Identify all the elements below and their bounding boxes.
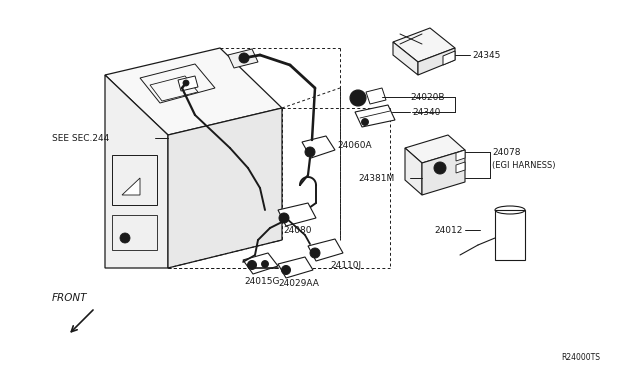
Polygon shape	[140, 64, 215, 103]
Text: 24012: 24012	[435, 225, 463, 234]
Text: SEE SEC.244: SEE SEC.244	[52, 134, 109, 142]
Circle shape	[305, 147, 315, 157]
Circle shape	[239, 53, 249, 63]
Text: (EGI HARNESS): (EGI HARNESS)	[492, 160, 556, 170]
Polygon shape	[366, 88, 386, 104]
Polygon shape	[355, 105, 395, 127]
Polygon shape	[112, 155, 157, 205]
Circle shape	[241, 55, 246, 61]
Polygon shape	[278, 257, 313, 278]
Polygon shape	[278, 203, 316, 226]
Circle shape	[310, 248, 320, 258]
Polygon shape	[302, 136, 335, 158]
Circle shape	[354, 94, 362, 102]
Text: 24080: 24080	[283, 225, 312, 234]
Text: 24340: 24340	[412, 108, 440, 116]
Text: 24078: 24078	[492, 148, 520, 157]
Circle shape	[183, 80, 189, 86]
Text: 24110J: 24110J	[330, 260, 361, 269]
Text: 24015G: 24015G	[244, 278, 280, 286]
Polygon shape	[150, 76, 198, 101]
Polygon shape	[243, 253, 278, 274]
Polygon shape	[422, 150, 465, 195]
Polygon shape	[443, 51, 455, 65]
Polygon shape	[105, 48, 282, 135]
Text: 24381M: 24381M	[359, 173, 395, 183]
Polygon shape	[308, 239, 343, 261]
Polygon shape	[105, 75, 168, 268]
Polygon shape	[178, 76, 198, 91]
Text: 24029AA: 24029AA	[278, 279, 319, 289]
Circle shape	[282, 266, 291, 275]
Polygon shape	[393, 42, 418, 75]
Polygon shape	[456, 150, 465, 161]
Text: 24020B: 24020B	[410, 93, 445, 102]
Text: R24000TS: R24000TS	[561, 353, 600, 362]
Circle shape	[120, 233, 130, 243]
Polygon shape	[418, 48, 455, 75]
Circle shape	[248, 260, 257, 269]
Text: FRONT: FRONT	[51, 293, 87, 303]
Polygon shape	[495, 210, 525, 260]
Text: 24345: 24345	[472, 51, 500, 60]
Polygon shape	[168, 108, 282, 268]
Polygon shape	[112, 215, 157, 250]
Polygon shape	[405, 135, 465, 163]
Polygon shape	[122, 178, 140, 195]
Polygon shape	[456, 162, 465, 173]
Polygon shape	[393, 28, 455, 62]
Circle shape	[350, 90, 366, 106]
Circle shape	[362, 119, 369, 125]
Circle shape	[279, 213, 289, 223]
Circle shape	[437, 165, 443, 171]
Circle shape	[434, 162, 446, 174]
Text: 24060A: 24060A	[337, 141, 372, 150]
Polygon shape	[405, 148, 422, 195]
Circle shape	[262, 260, 269, 267]
Polygon shape	[228, 49, 258, 68]
